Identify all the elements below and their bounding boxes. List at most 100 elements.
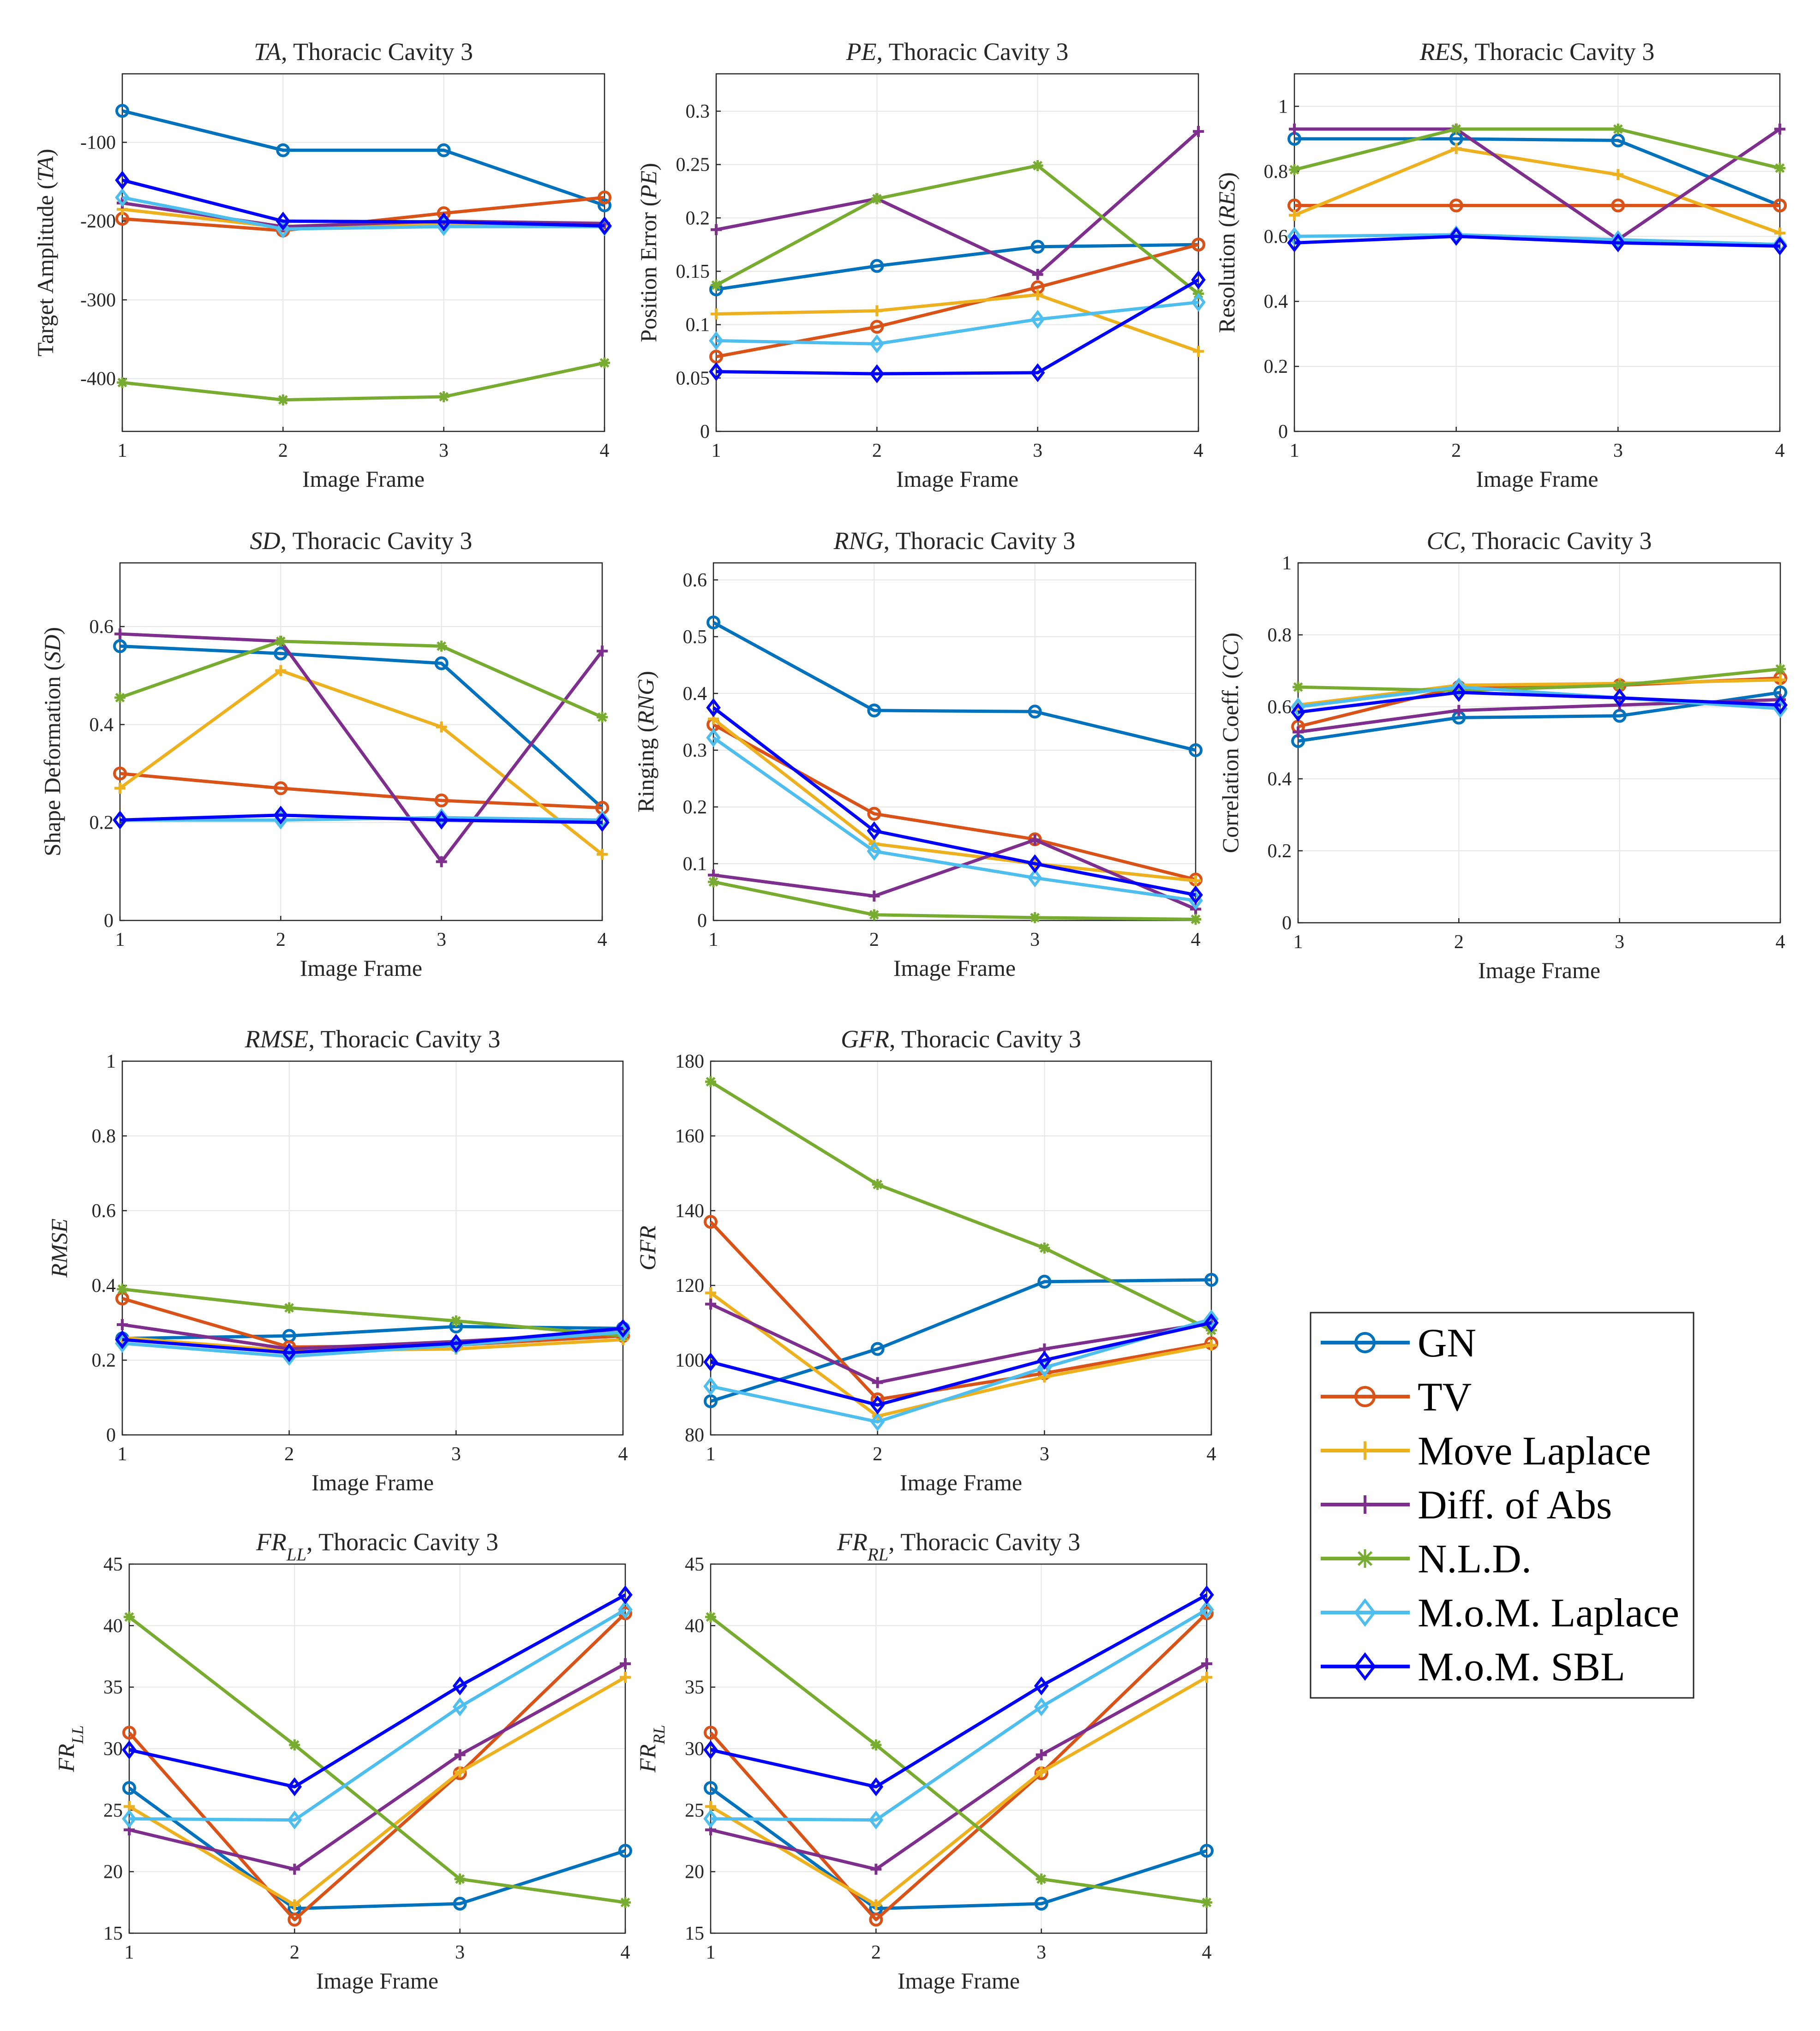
data-point-n-l-d: N.L.D.: 0.93 (1612, 123, 1624, 135)
data-point-m-o-m-sbl: M.o.M. SBL: 0.22 (281, 1343, 297, 1362)
data-point-n-l-d: N.L.D.: -405 (117, 377, 128, 388)
data-point-tv: TV: 0.27 (274, 781, 288, 795)
y-tick-label: 0.8 (92, 1126, 116, 1147)
data-point-move-laplace: Move Laplace: 0.135 (597, 848, 608, 860)
data-point-tv: TV: 0.3 (113, 766, 127, 781)
data-point-n-l-d: N.L.D.: 0.005 (1029, 912, 1041, 923)
series-line-move-laplace (119, 669, 604, 856)
y-tick-label: 0.3 (686, 101, 710, 122)
data-point-n-l-d: N.L.D.: 19.4 (454, 1873, 466, 1885)
series-line-move-laplace (1298, 678, 1781, 707)
data-point-gn: GN: 0.155 (870, 259, 884, 273)
y-tick-label: 0.4 (683, 683, 707, 705)
x-tick-label: 1 (125, 1942, 134, 1963)
series-line-tv (128, 1612, 627, 1922)
chart-title: TA, Thoracic Cavity 3 (254, 38, 473, 66)
data-point-m-o-m-sbl: M.o.M. SBL: 88 (870, 1395, 885, 1415)
series-line-diff-of-abs (710, 1302, 1212, 1385)
data-point-tv: TV: 31.3 (122, 1726, 136, 1740)
y-tick-label: 0.6 (92, 1201, 116, 1222)
x-tick-label: 1 (115, 929, 125, 950)
data-point-n-l-d: N.L.D.: 0.002 (1190, 914, 1201, 925)
y-tick-label: 120 (675, 1275, 704, 1296)
data-point-n-l-d: N.L.D.: 0.137 (711, 280, 722, 291)
series-line-tv (120, 772, 603, 810)
plots-layer: 1 2 3 4 -400 -300 -200 -100 GN: -60 GN: -110 GN: -… (32, 38, 1788, 1994)
x-tick-label: 1 (706, 1444, 716, 1465)
y-tick-label: -300 (80, 290, 116, 311)
data-point-m-o-m-sbl: M.o.M. SBL: 0.054 (869, 364, 885, 383)
y-axis-label: Shape Deformation (SD) (39, 627, 65, 856)
y-tick-label: 0.25 (676, 155, 710, 176)
data-point-m-o-m-sbl: M.o.M. SBL: 0.58 (1610, 233, 1626, 252)
series-line-tv (709, 1612, 1208, 1922)
data-point-m-o-m-laplace: M.o.M. Laplace: 24.2 (868, 1810, 884, 1830)
x-tick-label: 3 (455, 1942, 465, 1963)
y-tick-label: 35 (103, 1677, 123, 1698)
data-point-m-o-m-sbl: M.o.M. SBL: 0.215 (273, 806, 288, 825)
data-point-move-laplace: Move Laplace: 0.87 (1450, 143, 1462, 155)
x-tick-label: 4 (618, 1444, 628, 1465)
y-tick-label: 0.2 (1268, 841, 1292, 862)
y-tick-label: 0.4 (1268, 769, 1292, 790)
x-tick-label: 1 (1293, 932, 1303, 953)
data-point-m-o-m-sbl: M.o.M. SBL: -148 (115, 170, 130, 190)
x-tick-label: 1 (118, 1444, 127, 1465)
data-point-m-o-m-sbl: M.o.M. SBL: 0.158 (867, 821, 882, 841)
legend-label: M.o.M. Laplace (1418, 1591, 1679, 1636)
data-point-tv: TV: 31.3 (704, 1726, 718, 1740)
data-point-m-o-m-laplace: M.o.M. Laplace: 24.3 (122, 1809, 137, 1828)
data-point-m-o-m-sbl: M.o.M. SBL: 26.9 (868, 1777, 884, 1797)
x-axis-label: Image Frame (1476, 466, 1598, 492)
data-point-m-o-m-laplace: M.o.M. Laplace: 0.205 (595, 810, 610, 830)
y-tick-label: 0.4 (1264, 291, 1288, 312)
series-line-n-l-d (1294, 127, 1780, 172)
y-tick-label: 25 (685, 1800, 704, 1821)
y-tick-label: 0 (697, 910, 707, 932)
data-point-m-o-m-sbl: M.o.M. SBL: 26.9 (287, 1777, 302, 1797)
series-line-m-o-m-sbl (710, 1321, 1212, 1407)
x-tick-label: 1 (118, 440, 127, 461)
data-point-move-laplace: Move Laplace: 118 (705, 1287, 716, 1299)
x-tick-label: 1 (712, 440, 721, 461)
data-point-m-o-m-laplace: M.o.M. Laplace: 93 (703, 1377, 718, 1396)
data-point-diff-of-abs: Diff. of Abs: 20.2 (870, 1864, 882, 1875)
series-line-diff-of-abs (120, 632, 604, 864)
y-tick-label: 0.3 (683, 740, 707, 761)
chart-frll: 1 2 3 415202530354045GN: 26.8GN: 17GN: 17.4… (53, 1528, 633, 1994)
series-line-move-laplace (716, 293, 1199, 353)
data-point-m-o-m-sbl: M.o.M. SBL: 0.57 (1772, 236, 1787, 256)
chart-frrl: 1 2 3 415202530354045GN: 26.8GN: 17GN: 17.4… (635, 1528, 1214, 1994)
legend-marker-m-o-m-laplace (1354, 1598, 1376, 1627)
x-tick-label: 4 (1775, 440, 1785, 461)
x-tick-label: 2 (873, 1444, 882, 1465)
chart-rmse: 1 2 3 400.20.40.60.81GN: 0.258GN: 0.265GN: … (46, 1025, 630, 1495)
series-line-m-o-m-laplace (122, 196, 605, 231)
data-point-diff-of-abs: Diff. of Abs: 0.142 (1029, 834, 1041, 846)
data-point-move-laplace: Move Laplace: 28.1 (454, 1766, 466, 1778)
x-tick-label: 3 (1033, 440, 1042, 461)
legend-marker-n-l-d (1356, 1549, 1374, 1568)
data-point-m-o-m-laplace: M.o.M. Laplace: 33.4 (452, 1697, 467, 1716)
data-point-n-l-d: N.L.D.: 0.068 (708, 876, 719, 888)
series-line-gn (712, 621, 1196, 752)
data-point-n-l-d: N.L.D.: 19.4 (1036, 1873, 1047, 1885)
chart-pe: 1 2 3 400.050.10.150.20.250.3GN: 0.133GN: 0… (635, 38, 1206, 492)
series-line-m-o-m-sbl (710, 1593, 1208, 1789)
data-point-move-laplace: Move Laplace: 35.8 (1201, 1672, 1212, 1683)
data-point-m-o-m-sbl: M.o.M. SBL: 110 (1204, 1313, 1219, 1332)
data-point-m-o-m-sbl: M.o.M. SBL: 42.5 (618, 1585, 633, 1605)
series-line-n-l-d (1298, 667, 1781, 693)
data-point-m-o-m-laplace: M.o.M. Laplace: 0.122 (867, 842, 882, 861)
legend-entry-diff-of-abs: Diff. of Abs (1321, 1483, 1612, 1528)
legend-label: TV (1418, 1375, 1472, 1420)
data-point-m-o-m-laplace: M.o.M. Laplace: -170 (115, 188, 130, 207)
series-line-n-l-d (122, 1287, 623, 1338)
legend-entry-move-laplace: Move Laplace (1321, 1429, 1651, 1474)
data-point-gn: GN: 17.4 (453, 1897, 467, 1911)
data-point-m-o-m-sbl: M.o.M. SBL: -200 (275, 211, 291, 231)
y-tick-label: 0.1 (686, 315, 710, 336)
data-point-gn: GN: 0.368 (1028, 705, 1042, 719)
chart-title: PE, Thoracic Cavity 3 (846, 38, 1069, 66)
series-line-m-o-m-sbl (1298, 691, 1781, 714)
